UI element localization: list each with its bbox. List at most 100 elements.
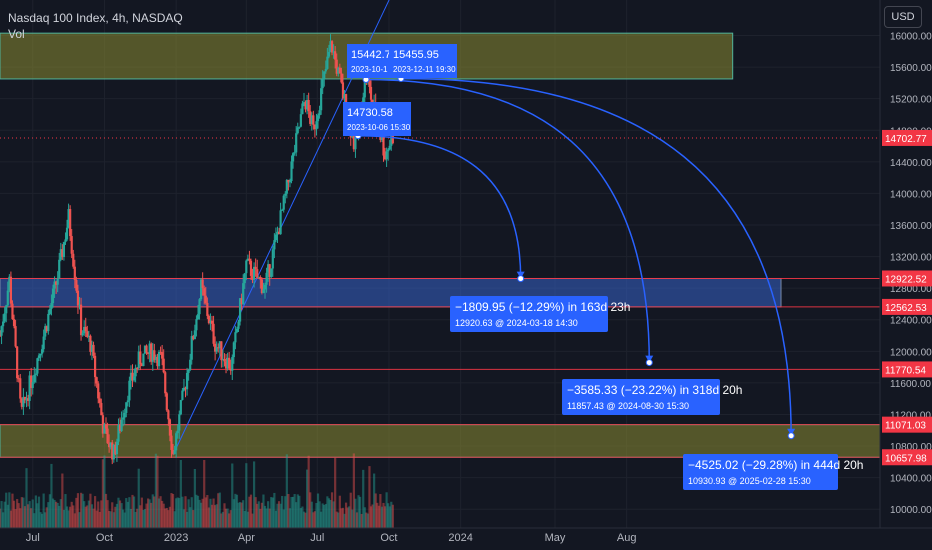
volume-bar [390, 501, 393, 528]
volume-bar [178, 498, 181, 528]
volume-bar [9, 510, 13, 528]
anchor-date: 2023-10-06 15:30 [347, 123, 411, 132]
candle [156, 356, 159, 367]
volume-bar [153, 496, 156, 528]
volume-label[interactable]: Vol [8, 27, 25, 41]
volume-bar [301, 506, 304, 528]
volume-bar [70, 501, 73, 528]
volume-bar [189, 507, 192, 528]
volume-bar [58, 505, 61, 528]
volume-bar [371, 504, 374, 528]
volume-bar [40, 513, 44, 528]
volume-bar [118, 500, 122, 528]
y-tick-label: 15600.00 [890, 63, 932, 74]
volume-bar [218, 492, 221, 528]
volume-bar [61, 473, 64, 528]
volume-bar [334, 457, 337, 528]
volume-bar [323, 504, 326, 528]
candle [284, 193, 287, 196]
candle [140, 364, 143, 367]
candle [111, 442, 114, 460]
volume-bar [184, 496, 187, 528]
volume-bar [139, 505, 142, 528]
volume-bar [262, 494, 265, 528]
projection-change: −4525.02 (−29.28%) in 444d 20h [688, 458, 863, 472]
candle [335, 59, 338, 74]
volume-bar [31, 499, 34, 528]
y-tick-label: 12400.00 [890, 316, 932, 327]
candle [12, 319, 16, 327]
candle [132, 376, 136, 381]
candle [391, 135, 394, 144]
candle [164, 372, 167, 394]
candle [380, 136, 384, 140]
volume-bar [5, 492, 8, 528]
volume-bar [265, 508, 268, 528]
volume-bar [79, 492, 83, 528]
volume-bar [260, 502, 263, 528]
volume-bar [190, 497, 193, 528]
currency-button[interactable]: USD [884, 6, 922, 28]
volume-bar [14, 509, 17, 528]
volume-bar [263, 505, 267, 528]
volume-bar [36, 503, 39, 528]
candle [61, 249, 64, 257]
candle [302, 102, 306, 104]
volume-bar [321, 503, 324, 528]
candle [101, 415, 104, 434]
candle [214, 343, 217, 352]
volume-bar [146, 498, 150, 528]
candle [332, 51, 335, 53]
volume-bar [0, 508, 2, 528]
candle [313, 124, 316, 130]
candle [363, 75, 366, 98]
symbol-title[interactable]: Nasdaq 100 Index, 4h, NASDAQ [8, 11, 183, 25]
candle [59, 249, 62, 260]
volume-bar [304, 512, 307, 528]
volume-bar [284, 496, 287, 528]
volume-bar [103, 455, 106, 528]
candle [382, 136, 385, 156]
candle [330, 41, 334, 53]
candle [324, 68, 327, 72]
candle [203, 288, 206, 296]
volume-bars [0, 453, 394, 528]
volume-bar [20, 497, 23, 528]
y-tick-label: 13600.00 [890, 221, 932, 232]
volume-bar [343, 513, 346, 528]
anchor-price: 15455.95 [393, 49, 439, 61]
volume-bar [232, 499, 235, 528]
candle [221, 358, 225, 361]
volume-bar [348, 506, 351, 528]
candle [204, 295, 207, 303]
volume-bar [8, 492, 11, 528]
y-tick-label: 10400.00 [890, 474, 932, 485]
candle [23, 396, 27, 401]
candle [8, 276, 11, 291]
volume-bar [185, 511, 189, 528]
volume-bar [92, 508, 95, 528]
volume-bar [313, 511, 316, 528]
y-tick-label: 10000.00 [890, 505, 932, 516]
candle [154, 356, 157, 360]
candle [234, 332, 237, 343]
volume-bar [198, 499, 201, 528]
candle [385, 151, 388, 160]
candle [20, 398, 23, 407]
volume-bar [34, 495, 37, 528]
volume-bar [285, 454, 288, 528]
candle [352, 134, 355, 150]
volume-bar [215, 504, 218, 528]
candle [184, 387, 187, 390]
candle [104, 424, 108, 429]
y-tick-label: 11200.00 [890, 410, 931, 421]
candle [115, 441, 119, 455]
candle [112, 444, 115, 460]
volume-bar [242, 500, 245, 528]
candle [245, 260, 248, 274]
volume-bar [369, 506, 373, 528]
candle [33, 374, 36, 383]
volume-bar [145, 503, 148, 528]
